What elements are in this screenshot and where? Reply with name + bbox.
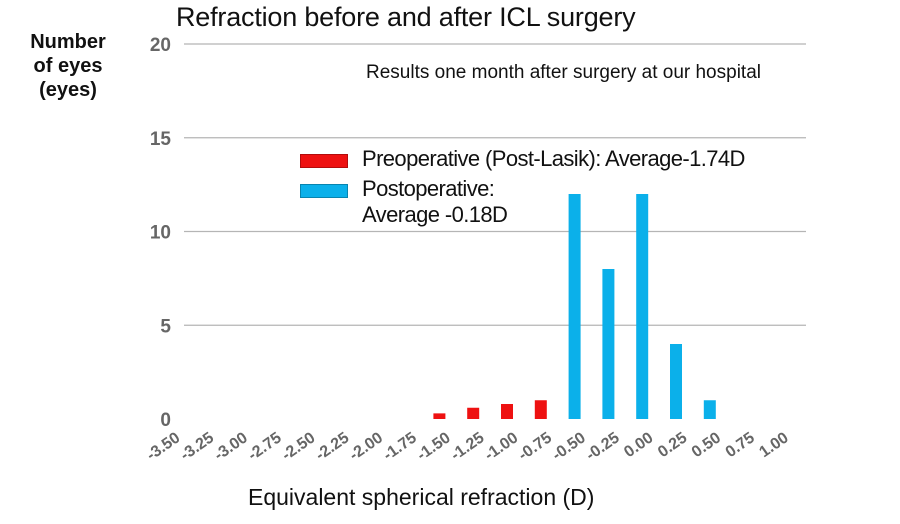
x-tick-label: -3.25 [177, 429, 217, 464]
legend-label-postoperative-line: Postoperative: [362, 176, 495, 201]
x-tick-label: -0.50 [549, 429, 589, 464]
x-tick-label: -2.75 [245, 429, 285, 464]
legend-label-postoperative-line: Average -0.18D [362, 202, 508, 227]
bar-preoperative--1.50 [433, 413, 446, 419]
x-tick-label: 0.50 [689, 429, 724, 461]
y-axis-label: Number of eyes (eyes) [18, 30, 118, 102]
bar-postoperative--0.25 [602, 269, 615, 419]
y-tick-label: 0 [160, 410, 171, 431]
x-tick-label: -3.50 [144, 429, 184, 464]
y-tick-label: 15 [150, 129, 172, 150]
x-tick-label: -1.50 [414, 429, 454, 464]
chart-title: Refraction before and after ICL surgery [176, 2, 636, 32]
x-axis-label: Equivalent spherical refraction (D) [248, 484, 595, 510]
x-tick-label: 0.25 [655, 429, 690, 461]
y-axis-label-line: of eyes [33, 55, 103, 77]
bar-postoperative-0.50 [703, 400, 716, 419]
x-tick-label: -2.25 [313, 429, 353, 464]
x-tick-label: 1.00 [756, 429, 791, 461]
bar-preoperative--0.75 [534, 400, 547, 419]
x-tick-label: 0.00 [621, 429, 656, 461]
bar-postoperative--0.50 [568, 194, 581, 419]
y-tick-label: 20 [150, 35, 171, 56]
x-tick-label: -1.00 [482, 429, 522, 464]
y-axis-label-line: Number [30, 31, 106, 53]
legend-swatch-postoperative [300, 184, 348, 198]
y-axis-label-line: (eyes) [39, 79, 97, 101]
y-tick-label: 5 [160, 316, 171, 337]
bar-postoperative-0.00 [636, 194, 649, 419]
chart-subtitle: Results one month after surgery at our h… [366, 62, 761, 83]
y-tick-label: 10 [150, 223, 171, 244]
x-tick-label: -2.50 [279, 429, 319, 464]
x-tick-label: -0.75 [515, 429, 555, 464]
x-tick-label: -1.75 [380, 429, 420, 464]
x-tick-label: -0.25 [583, 429, 623, 464]
legend-swatch-preoperative [300, 154, 348, 168]
x-tick-label: -3.00 [211, 429, 251, 464]
legend-label-postoperative: Postoperative: Average -0.18D [362, 176, 508, 228]
x-tick-label: -1.25 [448, 429, 488, 464]
x-tick-label: 0.75 [723, 429, 758, 461]
x-tick-label: -2.00 [346, 429, 386, 464]
legend-label-preoperative: Preoperative (Post-Lasik): Average-1.74D [362, 146, 745, 171]
bar-preoperative--1.25 [467, 407, 480, 419]
bar-preoperative--1.00 [501, 404, 513, 419]
bar-postoperative-0.25 [670, 344, 682, 419]
